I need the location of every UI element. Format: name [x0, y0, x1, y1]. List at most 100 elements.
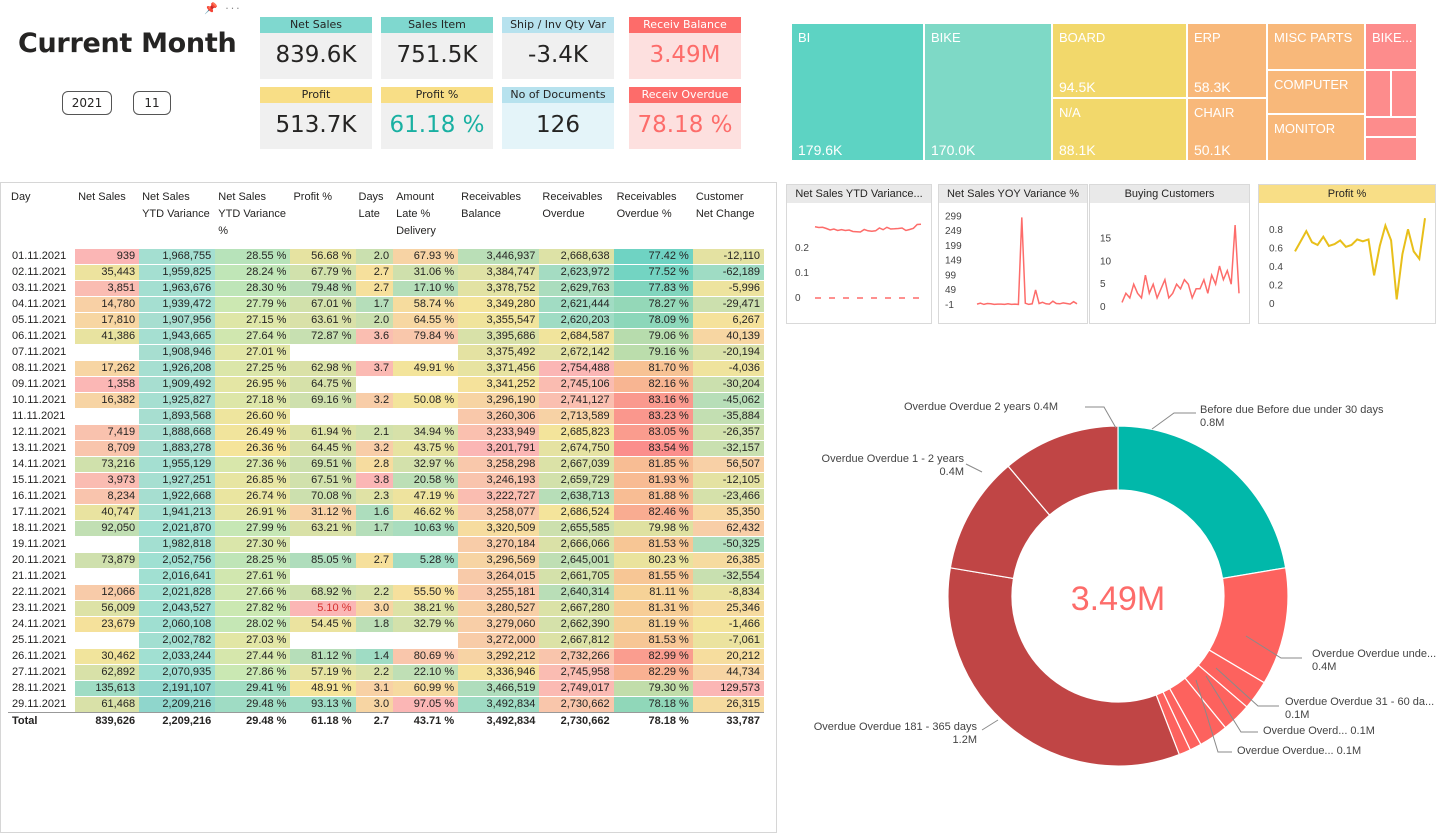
- treemap-tile[interactable]: BIKE...: [1366, 24, 1418, 71]
- profit-pct-chart[interactable]: Profit % 0.8 0.6 0.4 0.2 0: [1258, 184, 1436, 324]
- table-cell: 27.86 %: [215, 664, 291, 681]
- table-row[interactable]: 08.11.2021 17,262 1,926,208 27.25 % 62.98 % 3…: [8, 360, 764, 377]
- column-header[interactable]: Day: [11, 191, 31, 203]
- table-cell: -32,157: [692, 440, 764, 457]
- table-row[interactable]: 20.11.2021 73,879 2,052,756 28.25 % 85.05 % 2…: [8, 552, 764, 569]
- table-row[interactable]: 22.11.2021 12,066 2,021,828 27.66 % 68.92 % 2…: [8, 584, 764, 601]
- column-header[interactable]: Days Late: [358, 191, 384, 220]
- table-row[interactable]: 05.11.2021 17,810 1,907,956 27.15 % 63.61 % 2…: [8, 312, 764, 329]
- visual-toolbar[interactable]: 📌 ···: [204, 2, 242, 15]
- series-line: [976, 217, 1078, 306]
- treemap-tile[interactable]: BOARD 94.5K: [1053, 24, 1188, 99]
- treemap-tile[interactable]: ERP 58.3K: [1188, 24, 1268, 99]
- donut-leader-line: [1195, 679, 1232, 753]
- table-row[interactable]: 11.11.2021 1,893,568 26.60 % 3,260,306 2,713…: [8, 408, 764, 425]
- table-row[interactable]: 13.11.2021 8,709 1,883,278 26.36 % 64.45 % 3.…: [8, 440, 764, 457]
- column-header[interactable]: Amount Late % Delivery: [396, 191, 436, 237]
- receiv-balance-card[interactable]: Receiv Balance 3.49M: [629, 17, 741, 79]
- month-slicer[interactable]: 11: [133, 91, 171, 115]
- treemap-chart[interactable]: BI 179.6K BIKE 170.0K BOARD 94.5K N/A 88.1K ERP 5…: [792, 24, 1418, 162]
- profit-pct-card[interactable]: Profit % 61.18 %: [381, 87, 493, 149]
- column-header[interactable]: Receivables Balance: [461, 191, 522, 220]
- column-header[interactable]: Net Sales YTD Variance: [142, 191, 210, 220]
- treemap-small-tile[interactable]: [1366, 71, 1392, 118]
- treemap-small-tile[interactable]: [1392, 71, 1418, 118]
- table-cell: 2,620,203: [539, 312, 614, 329]
- table-row[interactable]: 26.11.2021 30,462 2,033,244 27.44 % 81.12 % 1…: [8, 648, 764, 665]
- column-header[interactable]: Net Sales: [78, 191, 126, 203]
- table-row[interactable]: 27.11.2021 62,892 2,070,935 27.86 % 57.19 % 2…: [8, 664, 764, 681]
- table-row[interactable]: 10.11.2021 16,382 1,925,827 27.18 % 69.16 % 3…: [8, 392, 764, 409]
- table-cell: 2,016,641: [139, 568, 216, 585]
- treemap-tile[interactable]: CHAIR 50.1K: [1188, 99, 1268, 162]
- year-slicer[interactable]: 2021: [62, 91, 112, 115]
- donut-slice[interactable]: [1117, 425, 1287, 580]
- total-row: Total 839,626 2,209,216 29.48 % 61.18 % 2.7 43…: [8, 712, 764, 730]
- column-header[interactable]: Receivables Overdue: [542, 191, 603, 220]
- column-header[interactable]: Receivables Overdue %: [616, 191, 677, 220]
- table-row[interactable]: 17.11.2021 40,747 1,941,213 26.91 % 31.12 % 1…: [8, 504, 764, 521]
- receiv-overdue-card[interactable]: Receiv Overdue 78.18 %: [629, 87, 741, 149]
- total-cell: 43.71 %: [393, 712, 459, 730]
- table-cell: 79.06 %: [613, 328, 693, 345]
- treemap-tile-name: BIKE: [931, 30, 961, 45]
- profit-card[interactable]: Profit 513.7K: [260, 87, 372, 149]
- table-row[interactable]: 15.11.2021 3,973 1,927,251 26.85 % 67.51 % 3.…: [8, 472, 764, 489]
- table-cell: 81.88 %: [613, 488, 693, 505]
- sales-item-card[interactable]: Sales Item 751.5K: [381, 17, 493, 79]
- donut-label: 0.8M: [1200, 417, 1224, 429]
- table-row[interactable]: 12.11.2021 7,419 1,888,668 26.49 % 61.94 % 2.…: [8, 424, 764, 441]
- row-day-cell: 21.11.2021: [12, 570, 67, 583]
- table-cell: 27.25 %: [215, 360, 291, 377]
- table-row[interactable]: 16.11.2021 8,234 1,922,668 26.74 % 70.08 % 2.…: [8, 488, 764, 505]
- table-row[interactable]: 03.11.2021 3,851 1,963,676 28.30 % 79.48 % 2.…: [8, 280, 764, 297]
- axis-tick-label: 0.2: [795, 243, 809, 254]
- table-row[interactable]: 02.11.2021 35,443 1,959,825 28.24 % 67.79 % 2…: [8, 264, 764, 281]
- table-row[interactable]: 09.11.2021 1,358 1,909,492 26.95 % 64.75 % 3,…: [8, 376, 764, 393]
- treemap-tile[interactable]: MISC PARTS: [1268, 24, 1366, 71]
- table-cell: [75, 633, 139, 649]
- treemap-tile[interactable]: N/A 88.1K: [1053, 99, 1188, 162]
- ytd-variance-chart[interactable]: Net Sales YTD Variance... 0.2 0.1 0: [786, 184, 932, 324]
- sales-item-value: 751.5K: [381, 33, 493, 79]
- no-of-documents-card[interactable]: No of Documents 126: [502, 87, 614, 149]
- treemap-tile[interactable]: BI 179.6K: [792, 24, 925, 162]
- table-row[interactable]: 24.11.2021 23,679 2,060,108 28.02 % 54.45 % 1…: [8, 616, 764, 633]
- table-cell: 69.51 %: [290, 456, 356, 473]
- table-row[interactable]: 23.11.2021 56,009 2,043,527 27.82 % 5.10 % 3.…: [8, 600, 764, 617]
- column-header[interactable]: Customer Net Change: [695, 191, 755, 220]
- daily-matrix-table[interactable]: Day Net Sales Net Sales YTD Variance Net Sa…: [8, 187, 764, 730]
- table-row[interactable]: 14.11.2021 73,216 1,955,129 27.36 % 69.51 % 2…: [8, 456, 764, 473]
- treemap-tile[interactable]: COMPUTER: [1268, 71, 1366, 115]
- table-row[interactable]: 19.11.2021 1,982,818 27.30 % 3,270,184 2,666…: [8, 536, 764, 553]
- net-sales-card[interactable]: Net Sales 839.6K: [260, 17, 372, 79]
- table-cell: 56.68 %: [290, 249, 356, 265]
- table-row[interactable]: 28.11.2021 135,613 2,191,107 29.41 % 48.91 %…: [8, 680, 764, 697]
- yoy-variance-chart[interactable]: Net Sales YOY Variance % 299 249 199 149 99 4…: [938, 184, 1088, 324]
- donut-slice[interactable]: [1007, 425, 1119, 516]
- treemap-small-tile[interactable]: [1366, 138, 1418, 162]
- donut-slice[interactable]: [947, 567, 1181, 767]
- table-cell: 28.02 %: [215, 616, 291, 633]
- table-cell: 135,613: [75, 680, 140, 697]
- treemap-tile[interactable]: MONITOR: [1268, 115, 1366, 162]
- table-row[interactable]: 21.11.2021 2,016,641 27.61 % 3,264,015 2,661…: [8, 568, 764, 585]
- table-cell: 38.21 %: [393, 600, 459, 617]
- table-row[interactable]: 04.11.2021 14,780 1,939,472 27.79 % 67.01 % 1…: [8, 296, 764, 313]
- column-header[interactable]: Net Sales YTD Variance %: [218, 191, 286, 237]
- column-header[interactable]: Profit %: [293, 191, 332, 203]
- table-row[interactable]: 06.11.2021 41,386 1,943,665 27.64 % 72.87 % 3…: [8, 328, 764, 345]
- table-row[interactable]: 18.11.2021 92,050 2,021,870 27.99 % 63.21 % 1…: [8, 520, 764, 537]
- table-row[interactable]: 01.11.2021 939 1,968,755 28.55 % 56.68 % 2.0 6…: [8, 249, 764, 265]
- treemap-tile[interactable]: BIKE 170.0K: [925, 24, 1053, 162]
- table-row[interactable]: 25.11.2021 2,002,782 27.03 % 3,272,000 2,667…: [8, 632, 764, 649]
- buying-customers-chart[interactable]: Buying Customers 15 10 5 0: [1089, 184, 1250, 324]
- treemap-small-tile[interactable]: [1366, 118, 1418, 138]
- receivables-donut-chart[interactable]: 3.49M Overdue Overdue 2 years 0.4M Before …: [786, 380, 1450, 780]
- table-row[interactable]: 29.11.2021 61,468 2,209,216 29.48 % 93.13 % 3…: [8, 696, 764, 713]
- table-cell: 97.05 %: [393, 696, 459, 713]
- table-row[interactable]: 07.11.2021 1,908,946 27.01 % 3,375,492 2,672…: [8, 344, 764, 361]
- table-cell: 3,851: [75, 280, 140, 297]
- ship-inv-qty-var-card[interactable]: Ship / Inv Qty Var -3.4K: [502, 17, 614, 79]
- table-cell: 2,021,870: [139, 520, 216, 537]
